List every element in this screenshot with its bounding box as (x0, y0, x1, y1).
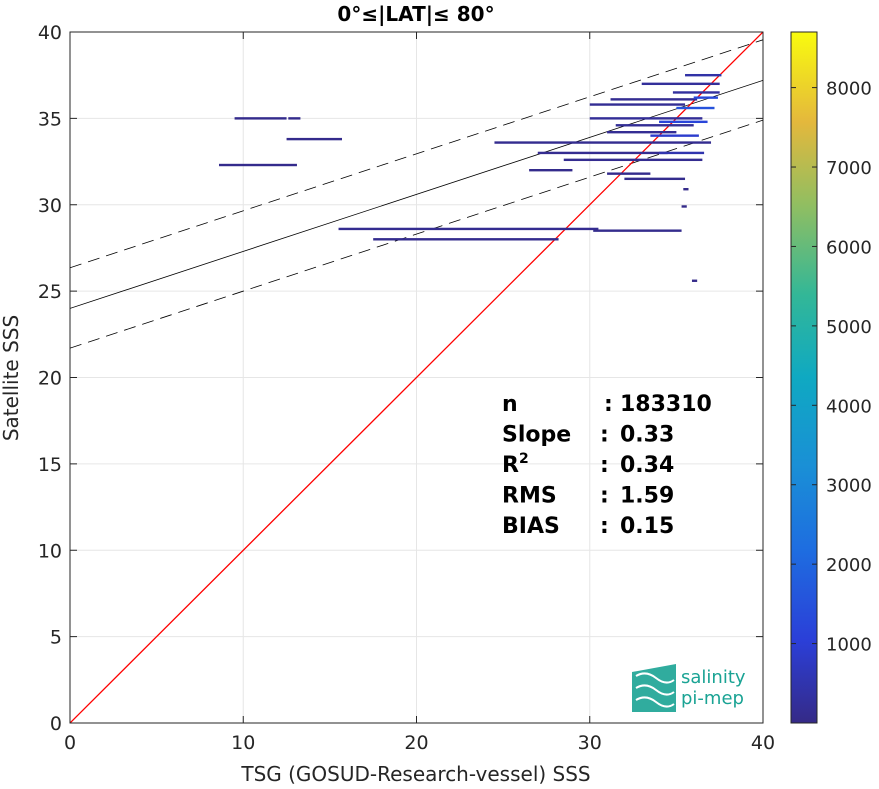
density-segment (494, 141, 712, 144)
density-segment (607, 130, 677, 134)
x-tick-label: 20 (404, 732, 428, 754)
y-tick-label: 15 (38, 454, 62, 476)
density-segment (537, 151, 668, 155)
x-tick-label: 10 (231, 732, 255, 754)
density-points (218, 73, 722, 282)
y-tick-label: 20 (38, 368, 62, 390)
density-segment (563, 158, 703, 162)
stat-value: 0.15 (620, 514, 674, 539)
identity-line (70, 32, 763, 723)
stat-separator: : (604, 392, 613, 417)
density-segment (683, 188, 689, 191)
axis-ticks: 0 10 20 30 40 0 5 10 15 20 25 30 35 40 (38, 22, 775, 754)
density-segment (607, 172, 651, 175)
density-segment (373, 238, 559, 241)
stat-value: 183310 (620, 392, 712, 417)
stat-label: n (502, 392, 518, 417)
y-tick-label: 30 (38, 195, 62, 217)
stat-separator: : (600, 453, 609, 478)
y-tick-label: 25 (38, 281, 62, 303)
x-tick-label: 30 (578, 732, 602, 754)
stat-label: BIAS (502, 514, 560, 539)
density-segment (681, 205, 687, 208)
y-tick-label: 5 (50, 627, 62, 649)
stats-box: n:183310Slope:0.33R2:0.34RMS:1.59BIAS:0.… (502, 392, 712, 539)
salinity-pi-mep-logo: salinity pi-mep (632, 664, 746, 712)
density-segment (685, 73, 722, 77)
density-segment (691, 279, 698, 282)
density-segment (641, 82, 720, 86)
y-tick-label: 0 (50, 713, 62, 735)
stat-label: R2 (502, 451, 529, 478)
colorbar-tick-label: 1000 (826, 635, 872, 656)
density-segment (650, 134, 699, 137)
stat-value: 1.59 (620, 484, 674, 509)
colorbar (790, 31, 818, 724)
y-tick-label: 10 (38, 540, 62, 562)
density-segment (676, 106, 715, 110)
density-segment (589, 117, 703, 120)
stat-label: Slope (502, 423, 571, 448)
density-segment (672, 91, 720, 94)
y-tick-label: 35 (38, 108, 62, 130)
colorbar-tick-label: 6000 (826, 237, 872, 258)
stat-superscript: 2 (519, 451, 529, 467)
colorbar-tick-label: 4000 (826, 396, 872, 417)
density-segment (286, 137, 343, 141)
density-segment (593, 229, 682, 232)
logo-line2: pi-mep (681, 688, 744, 709)
stat-separator: : (600, 514, 609, 539)
stat-separator: : (600, 484, 609, 509)
density-segment (659, 151, 705, 155)
colorbar-tick-label: 2000 (826, 555, 872, 576)
density-segment (529, 169, 573, 172)
density-segment (218, 163, 297, 167)
colorbar-tick-label: 5000 (826, 317, 872, 338)
density-segment (338, 227, 599, 231)
stat-separator: : (600, 423, 609, 448)
x-tick-label: 40 (751, 732, 775, 754)
stat-label: RMS (502, 484, 557, 509)
density-segment (624, 177, 686, 181)
density-segment (288, 117, 301, 120)
density-segment (693, 96, 718, 99)
colorbar-ticks: 1000 2000 3000 4000 5000 6000 7000 8000 (791, 79, 872, 656)
y-tick-label: 40 (38, 22, 62, 44)
density-segment (615, 124, 694, 127)
x-tick-label: 0 (64, 732, 76, 754)
colorbar-tick-label: 7000 (826, 158, 872, 179)
colorbar-tick-label: 8000 (826, 79, 872, 100)
chart-title: 0°≤|LAT|≤ 80° (337, 2, 494, 26)
density-segment (589, 103, 686, 106)
fit-bound-line (70, 39, 763, 269)
stat-value: 0.34 (620, 453, 674, 478)
logo-line1: salinity (681, 667, 746, 688)
density-segment (234, 117, 287, 120)
density-segment (610, 98, 698, 101)
x-axis-title: TSG (GOSUD-Research-vessel) SSS (240, 762, 590, 786)
y-axis-title: Satellite SSS (0, 315, 23, 441)
logo-wave-icon (632, 664, 676, 712)
colorbar-tick-label: 3000 (826, 476, 872, 497)
density-segment (659, 120, 708, 124)
stat-value: 0.33 (620, 423, 674, 448)
fit-bound-line (70, 119, 763, 349)
